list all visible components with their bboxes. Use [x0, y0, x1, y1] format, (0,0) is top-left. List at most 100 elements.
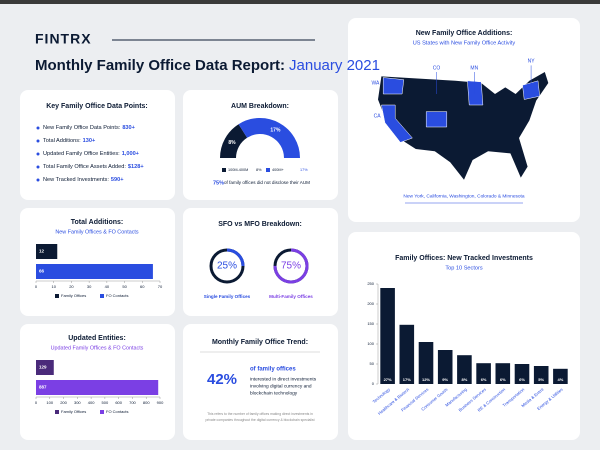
y-tick-label: 200	[367, 301, 374, 306]
bar	[437, 350, 453, 384]
x-tick-label: 0	[35, 284, 38, 289]
x-tick-label: 300	[74, 400, 81, 405]
bar	[380, 288, 395, 384]
key-point: Total Family Office Assets Added: $128+	[43, 164, 144, 170]
bullet	[36, 139, 40, 143]
trend-lead: of family offices	[250, 367, 296, 373]
segment-label: 17%	[270, 127, 281, 133]
card-subtitle: New Family Offices & FO Contacts	[55, 229, 138, 235]
state-highlight	[382, 77, 405, 95]
card	[20, 208, 175, 316]
x-tick-label: 200	[60, 400, 67, 405]
key-point-value: $128+	[128, 164, 144, 170]
ring-caption: Single Family Offices	[204, 294, 251, 299]
bar-label: 6%	[481, 377, 487, 382]
legend-value: 8%	[256, 168, 262, 172]
key-point-value: 590+	[111, 177, 124, 183]
trend-text: interested in direct investments	[250, 376, 317, 382]
y-tick-label: 0	[372, 381, 375, 386]
ring-label: 75%	[281, 261, 301, 272]
card-title: SFO vs MFO Breakdown:	[218, 221, 302, 228]
x-tick-label: 100	[46, 400, 53, 405]
legend-label: 400M+	[272, 168, 284, 172]
legend-swatch	[55, 294, 59, 298]
x-tick-label: 30	[87, 284, 92, 289]
state-highlight	[381, 104, 413, 143]
legend-label: Family Offices	[61, 293, 86, 298]
state-label: CO	[433, 65, 441, 71]
legend-swatch	[266, 168, 270, 172]
x-tick-label: 60	[140, 284, 145, 289]
legend-value: 17%	[300, 168, 308, 172]
bar	[457, 355, 472, 384]
key-point: New Tracked Investments: 590+	[43, 177, 124, 183]
state-highlight	[467, 80, 484, 106]
y-tick-label: 150	[367, 321, 374, 326]
bar	[553, 368, 568, 384]
card-title: New Family Office Additions:	[416, 30, 513, 37]
legend-label: 100M-400M	[228, 168, 248, 172]
key-point-label: Updated Family Office Entities:	[43, 151, 120, 157]
key-point-label: Total Additions:	[43, 138, 81, 144]
legend-swatch	[100, 410, 104, 414]
bar-label: 6%	[519, 377, 525, 382]
x-tick-label: 0	[35, 400, 38, 405]
bullet	[36, 165, 40, 169]
title-main: Monthly Family Office Data Report:	[35, 57, 285, 74]
card-title: Monthly Family Office Trend:	[212, 339, 308, 346]
trend-text: involving digital currency and	[250, 383, 312, 389]
legend-label: FO Contacts	[106, 293, 128, 298]
ring-caption: Multi-Family Offices	[269, 294, 313, 299]
card-title: Family Offices: New Tracked Investments	[395, 255, 533, 262]
x-tick-label: 900	[157, 400, 164, 405]
y-tick-label: 100	[367, 341, 374, 346]
state-label: CA	[374, 113, 382, 119]
card-subtitle: Top 10 Sectors	[445, 265, 483, 271]
ring-arc	[273, 248, 309, 284]
bar	[399, 324, 415, 384]
map-caption: New York, California, Washington, Colora…	[403, 193, 524, 199]
top-bar	[0, 0, 600, 4]
bar-label: 12	[39, 249, 45, 254]
card	[183, 208, 338, 316]
note-text: of family offices did not disclose their…	[224, 180, 310, 185]
bar	[476, 363, 491, 384]
bullet	[36, 178, 40, 182]
card-subtitle: Updated Family Offices & FO Contacts	[51, 345, 144, 351]
state-label: NY	[528, 59, 536, 65]
bar	[533, 366, 549, 384]
bar-label: 887	[39, 385, 47, 390]
key-point: Updated Family Office Entities: 1,000+	[43, 151, 140, 157]
legend-swatch	[55, 410, 59, 414]
card	[348, 232, 580, 440]
bar-label: 4%	[558, 377, 564, 382]
legend-label: Family Offices	[61, 409, 86, 414]
trend-figure: 42%	[207, 371, 237, 388]
key-point-value: 1,000+	[122, 151, 140, 157]
state-highlight	[522, 80, 540, 100]
bar	[36, 360, 54, 375]
legend-label: FO Contacts	[106, 409, 128, 414]
x-tick-label: 50	[122, 284, 127, 289]
segment-label: 8%	[228, 140, 236, 146]
bar-label: 129	[39, 365, 47, 370]
key-point: New Family Office Data Points: 830+	[43, 125, 136, 131]
key-point-value: 130+	[83, 138, 96, 144]
bar-label: 17%	[403, 377, 411, 382]
bar-label: 66	[39, 269, 45, 274]
x-tick-label: 40	[105, 284, 110, 289]
bullet	[36, 152, 40, 156]
trend-text: blockchain technology	[250, 390, 298, 396]
donut-segment	[238, 117, 300, 158]
bar-label: 6%	[500, 377, 506, 382]
bar-label: 27%	[384, 377, 392, 382]
us-map	[378, 72, 549, 180]
note-figure: 75%	[213, 180, 224, 186]
bullet	[36, 126, 40, 130]
card	[183, 324, 338, 440]
bar	[36, 380, 159, 395]
key-point-label: Total Family Office Assets Added:	[43, 164, 126, 170]
key-point-label: New Tracked Investments:	[43, 177, 109, 183]
title-date: January 2021	[289, 57, 380, 74]
